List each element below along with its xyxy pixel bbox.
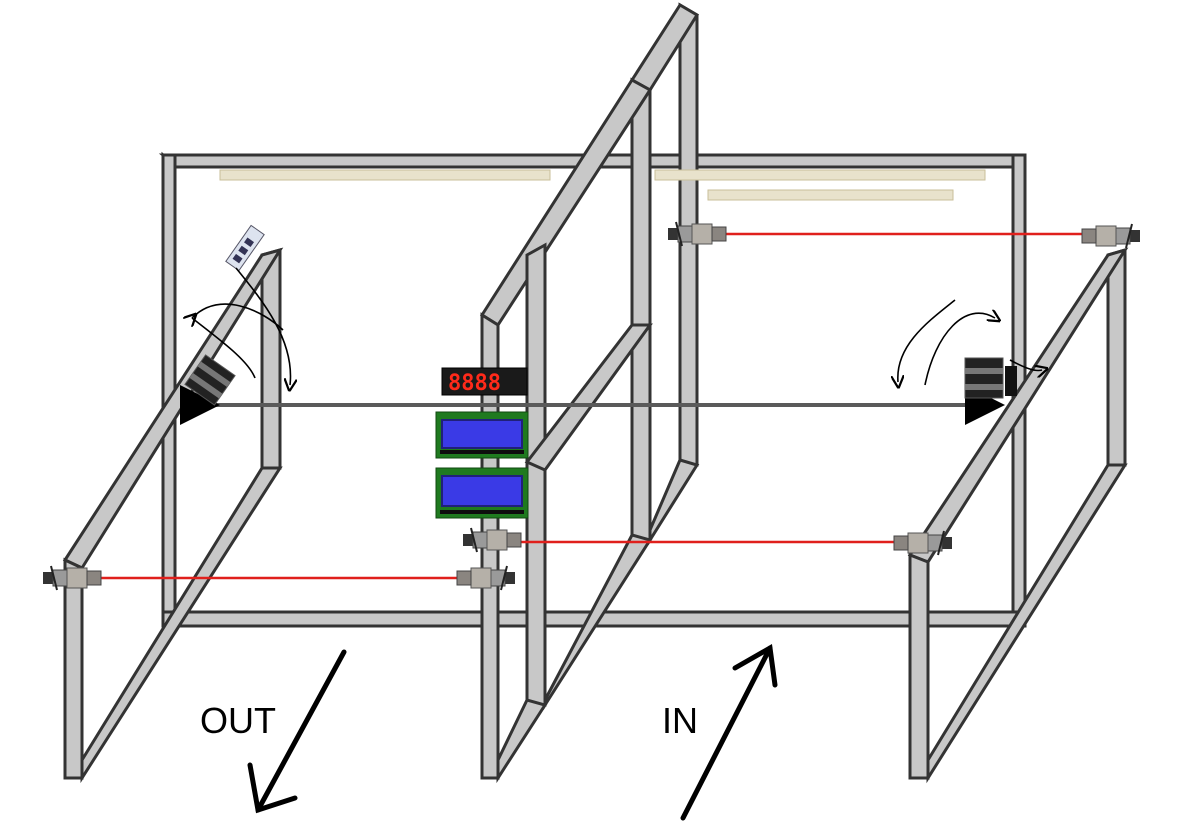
seven-segment-readout: 8888 xyxy=(448,371,501,396)
laser-sensor-icon xyxy=(1081,223,1141,249)
right-front-frame xyxy=(907,247,1129,784)
control-module-icon xyxy=(225,224,265,272)
laser-sensor-icon xyxy=(42,565,102,591)
in-label: IN xyxy=(662,700,698,741)
out-label: OUT xyxy=(200,700,276,741)
rotation-arrow-icon xyxy=(898,299,1042,385)
laser-sensor-icon xyxy=(667,221,727,247)
in-direction-arrow xyxy=(680,643,778,821)
led-strip-icon xyxy=(707,189,954,201)
laser-sensor-icon xyxy=(462,527,522,553)
rotation-arrow-icon xyxy=(192,267,291,385)
led-strip-icon xyxy=(654,169,986,181)
out-direction-arrow xyxy=(247,649,347,814)
laser-sensor-icon xyxy=(456,565,516,591)
lcd-display-icon xyxy=(435,467,529,519)
stepper-motor-icon xyxy=(184,354,236,406)
center-divider-frame xyxy=(479,2,700,784)
stepper-motor-icon xyxy=(964,357,1017,399)
seven-segment-display-icon: 8888 xyxy=(441,367,528,396)
lcd-display-icon xyxy=(435,411,529,459)
led-strip-icon xyxy=(219,169,551,181)
left-front-frame xyxy=(62,247,284,784)
laser-sensor-icon xyxy=(893,530,953,556)
